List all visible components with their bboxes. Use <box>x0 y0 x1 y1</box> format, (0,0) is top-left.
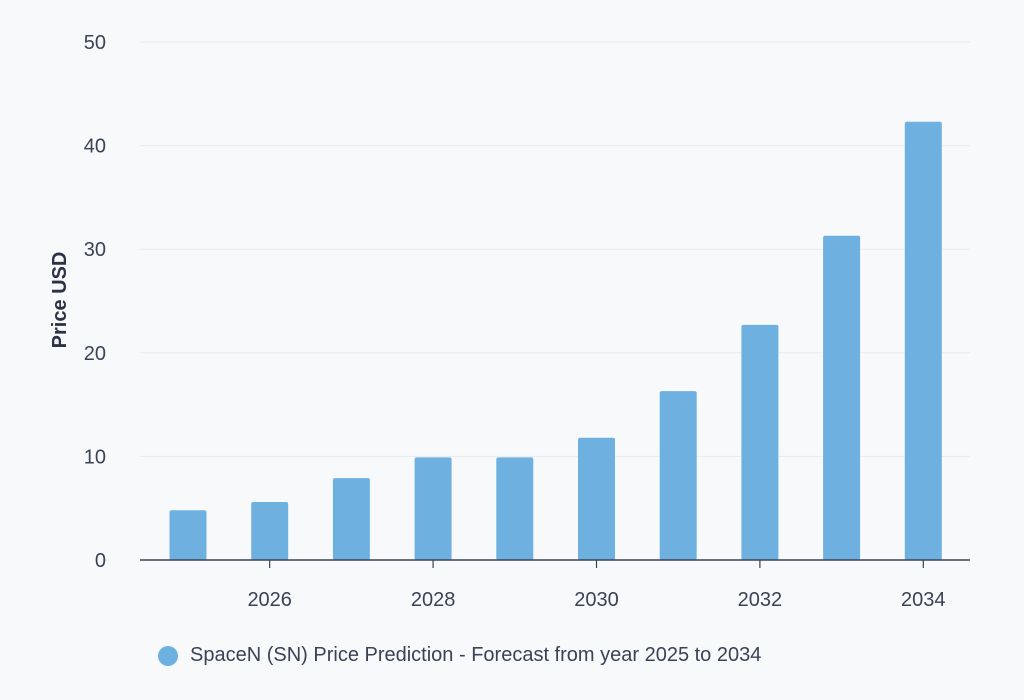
x-tick-label: 2026 <box>247 589 292 611</box>
y-tick-label: 40 <box>84 136 106 158</box>
x-tick-label: 2032 <box>738 589 783 611</box>
bar-2028[interactable] <box>414 457 452 560</box>
legend-label: SpaceN (SN) Price Prediction - Forecast … <box>190 644 762 666</box>
bars <box>169 121 942 560</box>
bar-2030[interactable] <box>578 437 615 560</box>
y-tick-label: 0 <box>95 550 106 572</box>
legend[interactable]: SpaceN (SN) Price Prediction - Forecast … <box>158 644 761 667</box>
x-tick-labels: 2026 2028 2030 2032 2034 <box>247 589 945 611</box>
x-tick-label: 2034 <box>901 589 946 611</box>
y-tick-label: 30 <box>84 239 106 261</box>
y-tick-label: 20 <box>84 343 106 365</box>
bar-2031[interactable] <box>659 391 697 560</box>
bar-2027[interactable] <box>332 478 370 560</box>
x-tick-label: 2030 <box>574 589 619 611</box>
bar-2034[interactable] <box>904 121 942 560</box>
y-axis-title: Price USD <box>49 252 71 349</box>
axes <box>140 559 970 568</box>
bar-2026[interactable] <box>251 501 289 560</box>
bar-2029[interactable] <box>496 457 534 560</box>
y-tick-labels: 0 10 20 30 40 50 <box>84 32 106 572</box>
y-tick-label: 10 <box>84 446 106 468</box>
y-tick-label: 50 <box>84 32 106 54</box>
bar-2032[interactable] <box>741 324 779 560</box>
bar-2033[interactable] <box>823 235 861 560</box>
legend-marker-icon <box>158 645 178 666</box>
x-tick-label: 2028 <box>411 589 456 611</box>
bar-2025[interactable] <box>169 510 207 560</box>
